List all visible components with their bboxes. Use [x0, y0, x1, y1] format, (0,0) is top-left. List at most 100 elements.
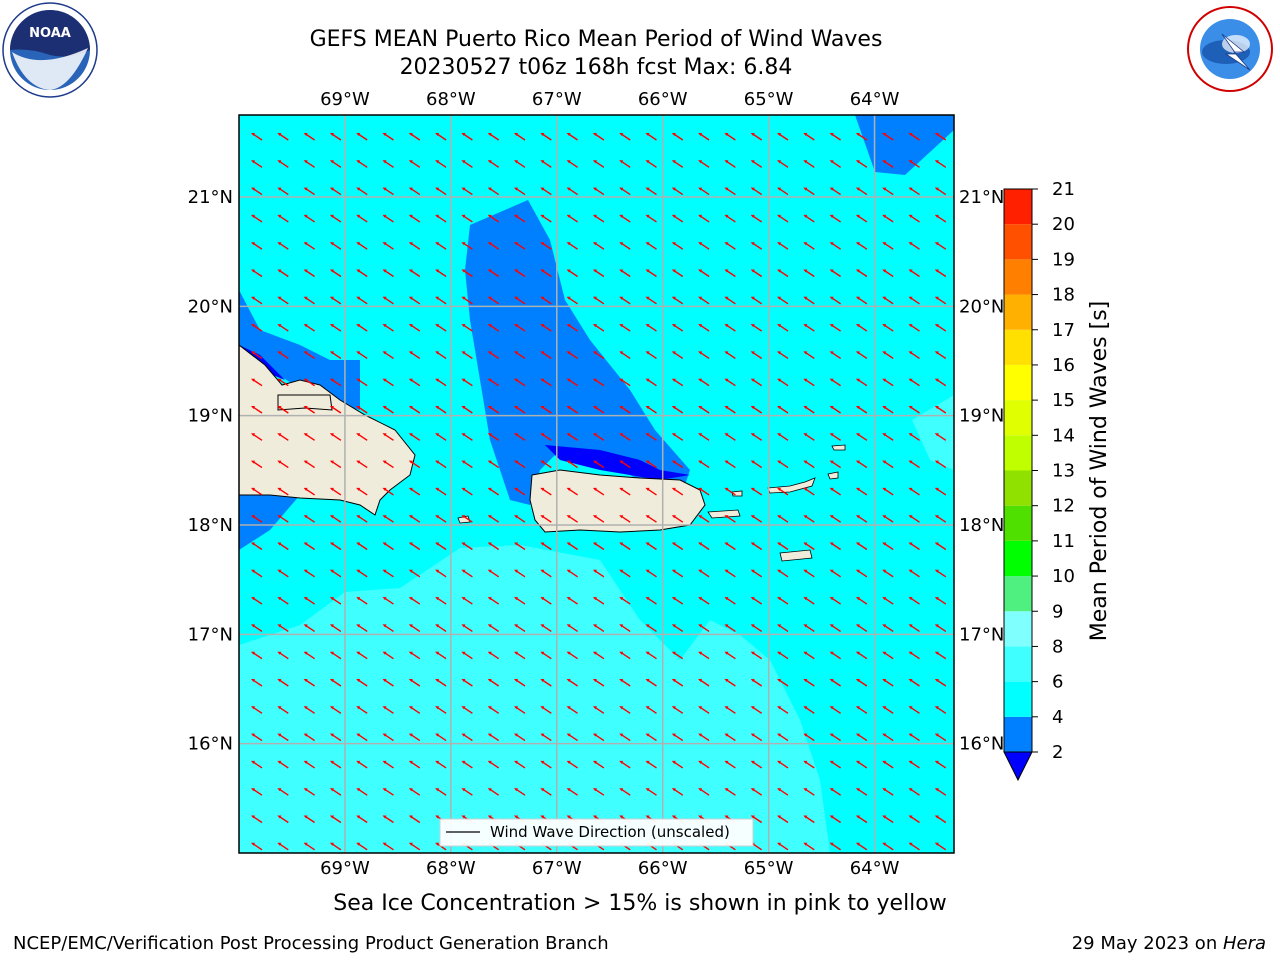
wind-arrow: [540, 351, 552, 359]
wind-arrow: [356, 760, 368, 769]
wind-arrow: [777, 406, 789, 414]
wind-arrow: [855, 651, 868, 660]
wind-arrow: [645, 406, 657, 414]
wind-arrow: [303, 242, 315, 250]
wind-arrow: [803, 706, 815, 714]
wind-arrow: [698, 788, 710, 796]
wind-arrow: [356, 788, 368, 796]
colorbar-under-triangle: [1003, 751, 1033, 782]
wind-arrow: [803, 460, 815, 469]
wind-arrow: [829, 624, 841, 632]
lat-label-right: 17°N: [959, 624, 1004, 645]
wind-arrow: [777, 788, 789, 796]
wind-arrow: [514, 187, 526, 196]
lon-label-bottom: 69°W: [320, 858, 370, 879]
wind-arrow: [724, 760, 736, 769]
wind-arrow: [908, 815, 920, 824]
wind-arrow: [514, 296, 526, 305]
colorbar-tick-label: 20: [1052, 214, 1075, 235]
wind-arrow: [671, 460, 684, 469]
wind-arrow: [356, 324, 368, 332]
wind-arrow: [592, 433, 605, 441]
wind-arrow: [777, 624, 789, 632]
wind-arrow: [461, 214, 473, 223]
wind-arrow: [645, 160, 657, 168]
colorbar-segment: [1004, 435, 1032, 471]
wind-arrow: [671, 597, 684, 605]
wind-arrow: [698, 487, 710, 496]
wind-arrow: [777, 597, 789, 605]
wind-arrow: [645, 679, 657, 687]
wind-arrow: [566, 760, 578, 769]
wind-arrow: [724, 406, 736, 414]
wind-arrow: [619, 624, 631, 632]
wind-arrow: [408, 842, 421, 851]
wind-arrow: [829, 460, 841, 469]
wind-arrow: [724, 487, 736, 496]
wind-arrow: [882, 788, 894, 796]
wind-arrow: [855, 515, 868, 523]
wind-arrow: [592, 733, 605, 742]
wind-arrow: [592, 651, 605, 660]
wind-arrow: [803, 651, 815, 660]
wind-arrow: [277, 296, 289, 305]
wind-arrow: [882, 569, 894, 578]
wind-arrow: [882, 214, 894, 223]
wind-arrow: [882, 187, 894, 196]
wind-arrow: [829, 133, 841, 141]
wind-arrow: [777, 214, 789, 223]
wind-arrow: [277, 815, 289, 824]
wind-arrow: [724, 733, 736, 742]
wind-arrow: [724, 706, 736, 714]
wind-arrow: [540, 597, 552, 605]
wind-arrow: [329, 760, 342, 769]
wind-arrow: [619, 433, 631, 441]
colorbar-tick-label: 21: [1052, 179, 1075, 200]
colorbar-tick-label: 11: [1052, 531, 1075, 552]
wind-arrow: [566, 460, 578, 469]
wind-arrow: [619, 133, 631, 141]
wind-arrow: [934, 788, 947, 796]
wind-arrow: [540, 214, 552, 223]
wind-arrow: [461, 542, 473, 551]
wind-arrow: [514, 515, 526, 523]
wind-arrow: [303, 515, 315, 523]
map-title: GEFS MEAN Puerto Rico Mean Period of Win…: [309, 27, 883, 52]
wind-arrow: [329, 706, 342, 714]
wind-arrow: [724, 542, 736, 551]
wind-arrow: [487, 542, 500, 551]
wind-arrow: [619, 296, 631, 305]
wind-arrow: [435, 706, 447, 714]
wind-arrow: [461, 133, 473, 141]
wind-arrow: [514, 760, 526, 769]
wind-arrow: [671, 788, 684, 796]
wind-arrow: [487, 160, 500, 168]
sea-ice-note-text: Sea Ice Concentration > 15% is shown in …: [333, 891, 947, 916]
wind-arrow: [829, 815, 841, 824]
wind-arrow: [277, 406, 289, 414]
wind-arrow: [487, 569, 500, 578]
wind-arrow: [908, 324, 920, 332]
wind-arrow: [461, 651, 473, 660]
wind-arrow: [934, 597, 947, 605]
wind-arrow: [724, 378, 736, 387]
wind-arrow: [251, 542, 263, 551]
wind-arrow: [855, 706, 868, 714]
wind-arrow: [461, 706, 473, 714]
wind-arrow: [566, 542, 578, 551]
wind-arrow: [908, 679, 920, 687]
wind-arrow: [514, 351, 526, 359]
wind-arrow: [724, 679, 736, 687]
wind-arrow: [382, 160, 394, 168]
wind-arrow: [356, 815, 368, 824]
wind-arrow: [461, 760, 473, 769]
wind-arrow: [671, 242, 684, 250]
lat-label-right: 20°N: [959, 296, 1004, 317]
wind-arrow: [408, 569, 421, 578]
wind-arrow: [829, 788, 841, 796]
wind-arrow: [277, 378, 289, 387]
wind-arrow: [829, 515, 841, 523]
wind-arrow: [882, 160, 894, 168]
wind-arrow: [855, 242, 868, 250]
lon-label-top: 67°W: [532, 89, 582, 110]
